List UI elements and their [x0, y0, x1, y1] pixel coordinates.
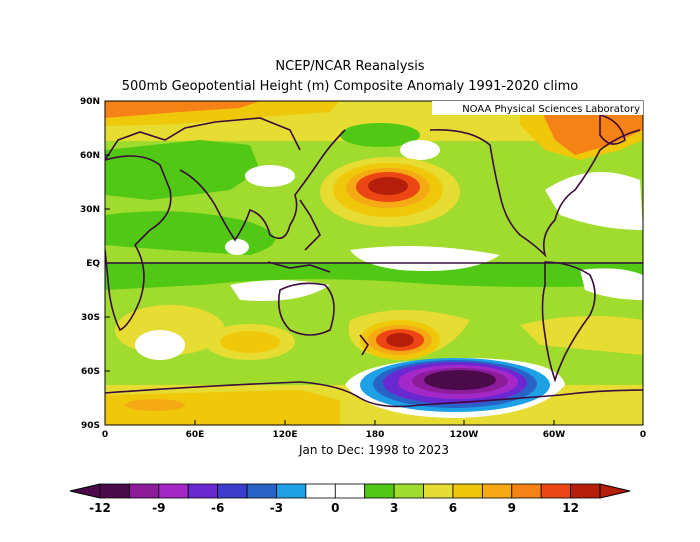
field-sindian-white [135, 330, 185, 360]
colorbar-arrow-low [69, 483, 101, 499]
colorbar-label: 9 [508, 501, 516, 515]
lon-tick-label: 0 [102, 430, 108, 440]
colorbar-cell [129, 483, 160, 499]
field-canada-orange [540, 108, 643, 155]
colorbar-cell [481, 483, 513, 499]
colorbar-cell [158, 483, 189, 499]
colorbar-label: 0 [331, 501, 339, 515]
chart-title: NCEP/NCAR Reanalysis [275, 59, 425, 74]
colorbar-cell [423, 483, 454, 499]
map-frame [104, 100, 644, 426]
lon-axis: 0 60E 120E 180 120W 60W 0 [102, 420, 646, 440]
field-antarctic-gold [105, 390, 340, 425]
field-npac-darkred [368, 177, 408, 195]
colorbar-label: 3 [390, 501, 398, 515]
colorbar-cell [187, 483, 219, 499]
field-eurasia-green [105, 140, 260, 200]
colorbar-label: -9 [152, 501, 165, 515]
coast-africa [105, 155, 172, 332]
field-satl-yellow [520, 316, 643, 355]
lon-tick-label: 120W [450, 430, 479, 440]
colorbar-cell [511, 483, 542, 499]
field-tropics-green [105, 262, 643, 290]
colorbar-cell [540, 483, 571, 499]
field-bering-green [340, 123, 420, 147]
field-india-white [225, 239, 249, 255]
colorbar-label: 6 [449, 501, 457, 515]
field-atlantic-white [545, 172, 643, 230]
lat-tick-label: 90N [80, 97, 100, 107]
colorbar-label: -12 [89, 501, 111, 515]
coast-asia [179, 129, 346, 242]
field-arctic-orange [105, 101, 260, 118]
colorbar-cell [217, 483, 248, 499]
colorbar-cell [99, 483, 130, 499]
coast-australia [277, 282, 335, 336]
lon-tick-label: 180 [366, 430, 385, 440]
lat-tick-label: EQ [86, 259, 100, 269]
field-tropics-white [350, 246, 500, 271]
lat-tick-label: 90S [81, 421, 100, 431]
colorbar-cell [452, 483, 483, 499]
lat-axis: 90N 60N 30N EQ 30S 60S 90S [80, 97, 110, 431]
lon-tick-label: 60W [543, 430, 566, 440]
colorbar-label: -6 [211, 501, 224, 515]
credit-label: NOAA Physical Sciences Laboratory [462, 104, 640, 115]
coast-europe-north [105, 117, 301, 161]
coast-greenland [599, 113, 626, 145]
coast-north-america [429, 128, 641, 258]
credit-box [432, 101, 643, 115]
field-amundsen-core [424, 370, 496, 390]
colorbar-labels: -12 -9 -6 -3 0 3 6 9 12 [89, 501, 579, 515]
colorbar-cell [276, 483, 307, 499]
colorbar-cell [305, 483, 336, 499]
field-spac-darkred [386, 333, 414, 347]
field-atl-trop-white [580, 268, 643, 300]
colorbar-cell [334, 483, 366, 499]
field-aus-gold [220, 331, 280, 353]
coast-east-asia [299, 199, 321, 251]
lat-tick-label: 60S [81, 367, 100, 377]
coast-indonesia [267, 261, 331, 273]
lon-tick-label: 0 [640, 430, 646, 440]
field-siberia-white [245, 165, 295, 187]
anomaly-field [105, 101, 643, 425]
colorbar-cell [364, 483, 395, 499]
colorbar-cell [246, 483, 277, 499]
lat-tick-label: 30N [80, 205, 100, 215]
lon-tick-label: 60E [186, 430, 205, 440]
colorbar-label: 12 [562, 501, 579, 515]
lat-tick-label: 30S [81, 313, 100, 323]
colorbar-cell [570, 483, 601, 499]
time-period-label: Jan to Dec: 1998 to 2023 [298, 443, 449, 457]
colorbar-cells [69, 483, 631, 499]
colorbar-label: -3 [270, 501, 283, 515]
coast-south-america [541, 261, 596, 383]
chart-subtitle: 500mb Geopotential Height (m) Composite … [121, 79, 579, 94]
colorbar-arrow-high [599, 483, 631, 499]
colorbar-cell [393, 483, 424, 499]
coast-antarctica [105, 381, 643, 408]
lon-tick-label: 120E [273, 430, 298, 440]
coast-new-zealand [359, 334, 369, 356]
lat-tick-label: 60N [80, 151, 100, 161]
field-alaska-white [400, 140, 440, 160]
field-antarctic-orange [125, 399, 185, 411]
